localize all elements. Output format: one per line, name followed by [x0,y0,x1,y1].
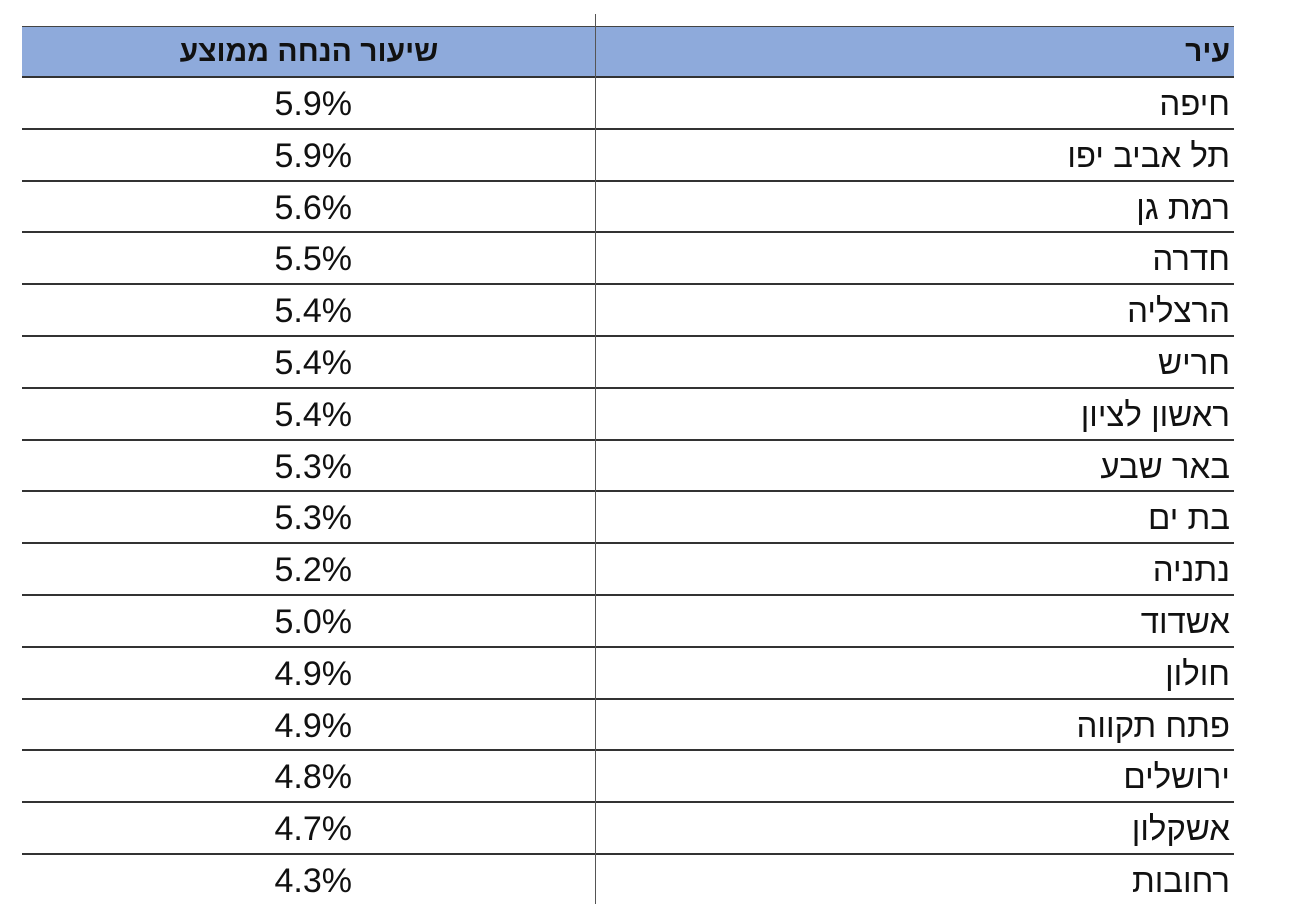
city-cell: נתניה [1152,551,1230,589]
city-cell: תל אביב יפו [1067,136,1230,174]
city-cell: הרצליה [1127,292,1230,330]
city-cell: אשקלון [1131,810,1230,848]
table-row: 5.9% תל אביב יפו [22,130,1234,182]
rate-cell: 5.0% [22,596,596,646]
table-row: 5.4% הרצליה [22,285,1234,337]
discount-table: שיעור הנחה ממוצע עיר 5.9% חיפה 5.9% תל אביב… [22,26,1234,907]
rate-value: 5.3% [274,447,353,486]
table-row: 5.6% רמת גן [22,182,1234,234]
rate-cell: 4.8% [22,751,596,801]
table-header: שיעור הנחה ממוצע עיר [22,26,1234,78]
rate-cell: 5.6% [22,182,596,232]
city-cell: באר שבע [1100,447,1230,485]
rate-cell: 5.9% [22,130,596,180]
rate-value: 4.9% [274,654,353,693]
table-row: 4.9% פתח תקווה [22,700,1234,752]
rate-value: 5.9% [274,136,353,175]
city-cell: חיפה [1159,85,1230,122]
table-row: 5.0% אשדוד [22,596,1234,648]
rate-cell: 4.9% [22,700,596,750]
city-cell: חולון [1165,654,1230,692]
city-cell: חריש [1157,343,1230,381]
table-row: 4.7% אשקלון [22,803,1234,855]
rate-value: 5.4% [274,343,353,382]
rate-cell: 5.9% [22,78,596,128]
table-row: 4.3% רחובות [22,855,1234,907]
rate-value: 4.9% [274,706,353,745]
table-row: 5.9% חיפה [22,78,1234,130]
table-row: 5.3% בת ים [22,492,1234,545]
table-row: 5.4% חריש [22,337,1234,389]
rate-cell: 4.7% [22,803,596,853]
city-cell: חדרה [1152,240,1230,278]
rate-cell: 5.4% [22,389,596,439]
table-row: 5.4% ראשון לציון [22,389,1234,441]
city-cell: רמת גן [1136,188,1230,226]
rate-cell: 5.4% [22,337,596,387]
city-cell: רחובות [1131,861,1230,899]
table-row: 5.5% חדרה [22,233,1234,286]
table-row: 4.8% ירושלים [22,751,1234,804]
rate-value: 4.7% [274,810,353,849]
rate-value: 5.3% [274,499,353,538]
rate-cell: 5.2% [22,544,596,594]
rate-value: 5.2% [274,551,353,590]
rate-cell: 4.9% [22,648,596,698]
table-row: 4.9% חולון [22,648,1234,700]
table-row: 5.3% באר שבע [22,441,1234,493]
table-row: 5.2% נתניה [22,544,1234,596]
city-cell: ירושלים [1123,758,1230,796]
city-cell: בת ים [1147,499,1230,537]
rate-cell: 5.3% [22,492,596,542]
rate-cell: 5.5% [22,233,596,283]
column-divider [595,14,596,904]
rate-cell: 4.3% [22,855,596,907]
header-rate: שיעור הנחה ממוצע [179,35,439,68]
rate-value: 5.0% [274,602,353,641]
rate-value: 5.4% [274,395,353,434]
rate-value: 5.5% [274,240,353,279]
city-cell: פתח תקווה [1076,706,1230,744]
rate-cell: 5.4% [22,285,596,335]
rate-cell: 5.3% [22,441,596,491]
rate-value: 5.9% [274,85,353,123]
city-cell: ראשון לציון [1080,395,1230,433]
rate-value: 5.4% [274,292,353,331]
city-cell: אשדוד [1140,602,1230,640]
rate-value: 4.3% [274,861,353,900]
header-city: עיר [1185,35,1230,68]
rate-value: 4.8% [274,758,353,797]
rate-value: 5.6% [274,188,353,227]
